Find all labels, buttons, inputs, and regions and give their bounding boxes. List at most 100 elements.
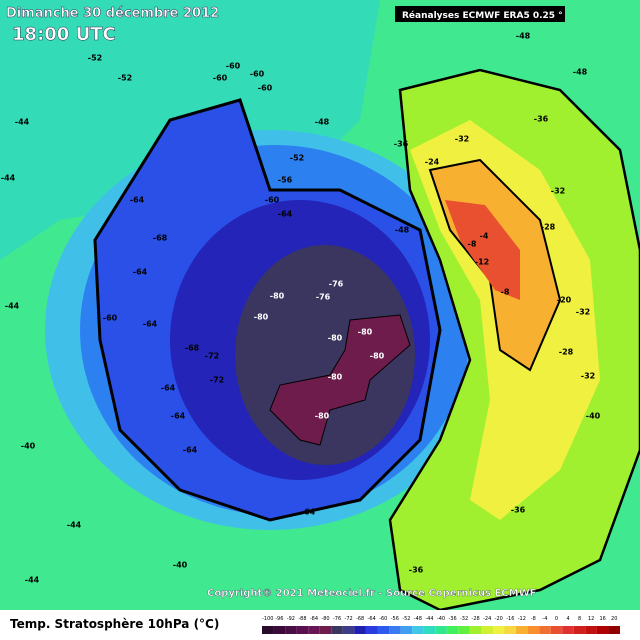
contour-label: -44 [5, 302, 20, 311]
colorbar-swatch [516, 626, 528, 634]
colorbar-label: 8 [578, 616, 581, 622]
contour-label: -28 [559, 348, 574, 357]
colorbar-swatch [342, 626, 355, 634]
colorbar-label: 12 [588, 616, 594, 622]
contour-label: -4 [480, 232, 489, 241]
colorbar-label: -80 [321, 616, 329, 622]
contour-label: -36 [409, 566, 424, 575]
contour-label: -60 [258, 84, 273, 93]
colorbar-swatch [539, 626, 551, 634]
contour-label: -48 [315, 118, 330, 127]
contour-label: -44 [1, 174, 16, 183]
contour-label: -44 [67, 521, 82, 530]
contour-label: -80 [270, 292, 285, 301]
colorbar-swatch [585, 626, 597, 634]
contour-label: -72 [210, 376, 224, 385]
contour-label: -40 [21, 442, 36, 451]
warm-core [445, 200, 520, 300]
contour-label: -8 [501, 288, 510, 297]
contour-label: -28 [541, 223, 556, 232]
contour-label: -32 [455, 135, 469, 144]
time-label: 18:00 UTC [12, 24, 116, 45]
contour-label: -32 [576, 308, 590, 317]
contour-label: -80 [315, 412, 330, 421]
colorbar-swatch [458, 626, 470, 634]
colorbar-swatch [446, 626, 459, 634]
colorbar-label: -88 [298, 616, 306, 622]
copyright: Copyright© 2021 Meteociel.fr - Source Co… [207, 588, 536, 599]
colorbar-label: 20 [611, 616, 617, 622]
contour-label: -80 [358, 328, 373, 337]
contour-label: -68 [185, 344, 200, 353]
colorbar-label: -44 [425, 616, 433, 622]
colorbar-swatch [573, 626, 586, 634]
contour-label: -68 [153, 234, 168, 243]
colorbar-swatch [423, 626, 436, 634]
contour-labels: -52 -52 -60 -60 -60 -60 -48 -44 -52 -56 -60 -64 -64 -… [1, 14, 601, 585]
colorbar-swatch [296, 626, 309, 634]
colorbar-label: -96 [275, 616, 283, 622]
colorbar-label: -32 [460, 616, 468, 622]
contour-label: -48 [395, 226, 410, 235]
date-label: Dimanche 30 décembre 2012 [6, 6, 219, 21]
contour-label: -64 [143, 320, 158, 329]
contour-label: -60 [213, 74, 228, 83]
colorbar-label: -8 [531, 616, 536, 622]
colorbar-label: -12 [518, 616, 526, 622]
colorbar-swatch [527, 626, 540, 634]
colorbar-label: -52 [402, 616, 410, 622]
colorbar-swatch [435, 626, 447, 634]
colorbar-label: -100 [262, 616, 273, 622]
contour-label: -60 [226, 62, 241, 71]
contour-label: -64 [301, 508, 316, 517]
footer [0, 610, 640, 640]
colorbar-swatch [262, 626, 274, 634]
colorbar-swatch [562, 626, 574, 634]
contour-label: -64 [278, 210, 293, 219]
colorbar-swatch [608, 626, 620, 634]
footer-title: Temp. Stratosphère 10hPa (°C) [10, 617, 219, 631]
colorbar-label: 0 [555, 616, 558, 622]
colorbar-label: -24 [483, 616, 491, 622]
colorbar-label: -84 [310, 616, 318, 622]
contour-label: -64 [130, 196, 145, 205]
colorbar-swatch [273, 626, 286, 634]
contour-label: -40 [173, 561, 188, 570]
cold-core [269, 314, 411, 446]
contour-label: -80 [328, 373, 343, 382]
contour-label: -56 [278, 176, 293, 185]
contour-label: -72 [205, 352, 219, 361]
contour-label: -60 [265, 196, 280, 205]
colorbar: -100 -96 -92 -88 -84 -80 -76 -72 -68 -64 -60 -56 -52… [262, 616, 620, 634]
contour-label: -44 [15, 118, 30, 127]
colorbar-label: -40 [437, 616, 445, 622]
contour-label: -48 [516, 32, 531, 41]
colorbar-swatch [596, 626, 609, 634]
contour-label: -36 [534, 115, 549, 124]
colorbar-label: -64 [368, 616, 376, 622]
contour-label: -32 [551, 187, 565, 196]
contour-label: -48 [573, 68, 588, 77]
contour-label: -52 [290, 154, 304, 163]
contour-label: -80 [328, 334, 343, 343]
contour-label: -52 [118, 74, 132, 83]
contour-label: -64 [161, 384, 176, 393]
colorbar-label: -92 [287, 616, 295, 622]
colorbar-swatch [285, 626, 297, 634]
colorbar-label: -60 [379, 616, 387, 622]
colorbar-label: -48 [414, 616, 422, 622]
colorbar-swatch [389, 626, 401, 634]
source-box [395, 6, 565, 22]
contour-label: -64 [183, 446, 198, 455]
colorbar-swatch [481, 626, 493, 634]
colorbar-swatch [319, 626, 332, 634]
colorbar-swatch [377, 626, 390, 634]
colorbar-label: -4 [542, 616, 547, 622]
colorbar-swatch [550, 626, 563, 634]
colorbar-label: 4 [566, 616, 569, 622]
contour-label: -76 [316, 293, 331, 302]
colorbar-label: -36 [448, 616, 456, 622]
contour-label: -76 [329, 280, 344, 289]
contour-label: -44 [25, 576, 40, 585]
